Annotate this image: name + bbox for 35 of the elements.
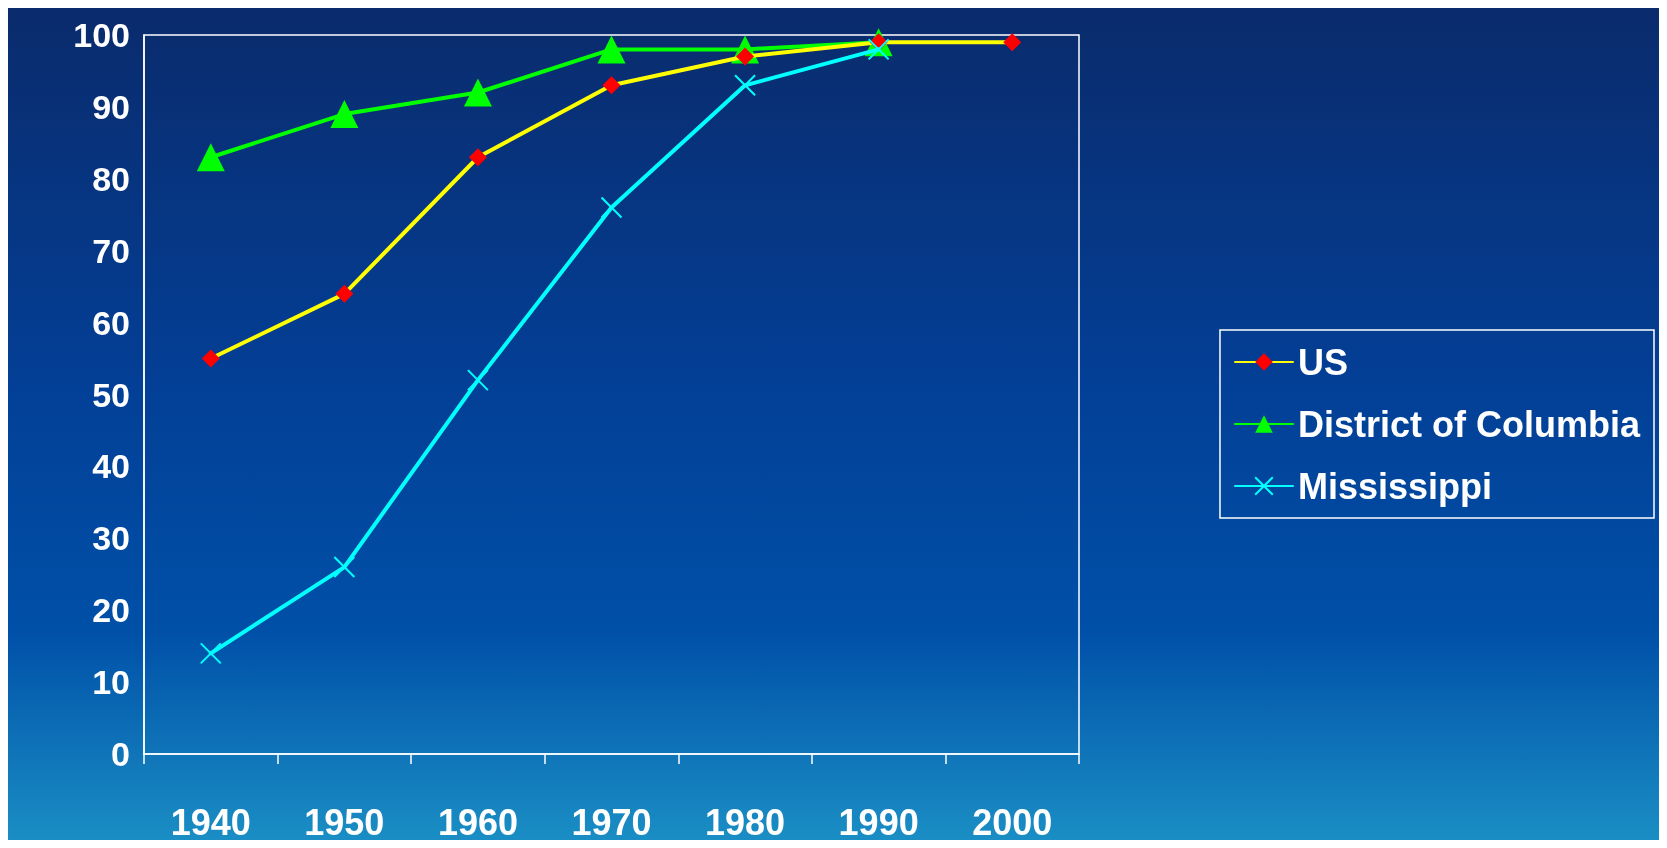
y-tick-label: 80 <box>92 159 130 198</box>
x-tick-label: 1940 <box>170 801 251 843</box>
x-tick-label: 1970 <box>571 801 652 843</box>
y-tick-label: 0 <box>111 735 130 773</box>
x-tick-label: 1990 <box>838 801 919 843</box>
point <box>466 369 489 392</box>
point <box>333 556 356 579</box>
y-tick-label: 20 <box>92 591 130 630</box>
y-tick-label: 90 <box>92 87 130 126</box>
y-tick-label: 50 <box>92 375 130 414</box>
point <box>468 148 487 167</box>
point <box>201 349 220 368</box>
y-tick-label: 100 <box>73 16 130 54</box>
point <box>600 196 623 219</box>
x-tick-label: 2000 <box>972 801 1053 843</box>
y-tick-label: 10 <box>92 663 130 702</box>
point <box>602 76 621 95</box>
point <box>1003 33 1022 52</box>
point <box>199 642 222 665</box>
legend-label: District of Columbia <box>1297 403 1641 445</box>
point <box>335 284 354 303</box>
x-tick-label: 1950 <box>304 801 385 843</box>
y-tick-label: 60 <box>92 303 130 342</box>
point <box>196 143 225 172</box>
y-tick-label: 30 <box>92 519 130 558</box>
y-tick-label: 40 <box>92 447 130 486</box>
point <box>597 35 626 64</box>
y-tick-label: 70 <box>92 231 130 270</box>
legend-label: Mississippi <box>1297 465 1493 507</box>
point <box>330 100 359 129</box>
x-tick-label: 1980 <box>705 801 786 843</box>
legend-label: US <box>1297 341 1348 383</box>
x-tick-label: 1960 <box>437 801 518 843</box>
point <box>734 74 757 97</box>
point <box>463 78 492 107</box>
